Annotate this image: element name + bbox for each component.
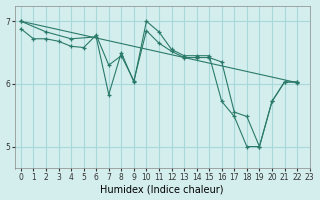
X-axis label: Humidex (Indice chaleur): Humidex (Indice chaleur)	[100, 184, 224, 194]
